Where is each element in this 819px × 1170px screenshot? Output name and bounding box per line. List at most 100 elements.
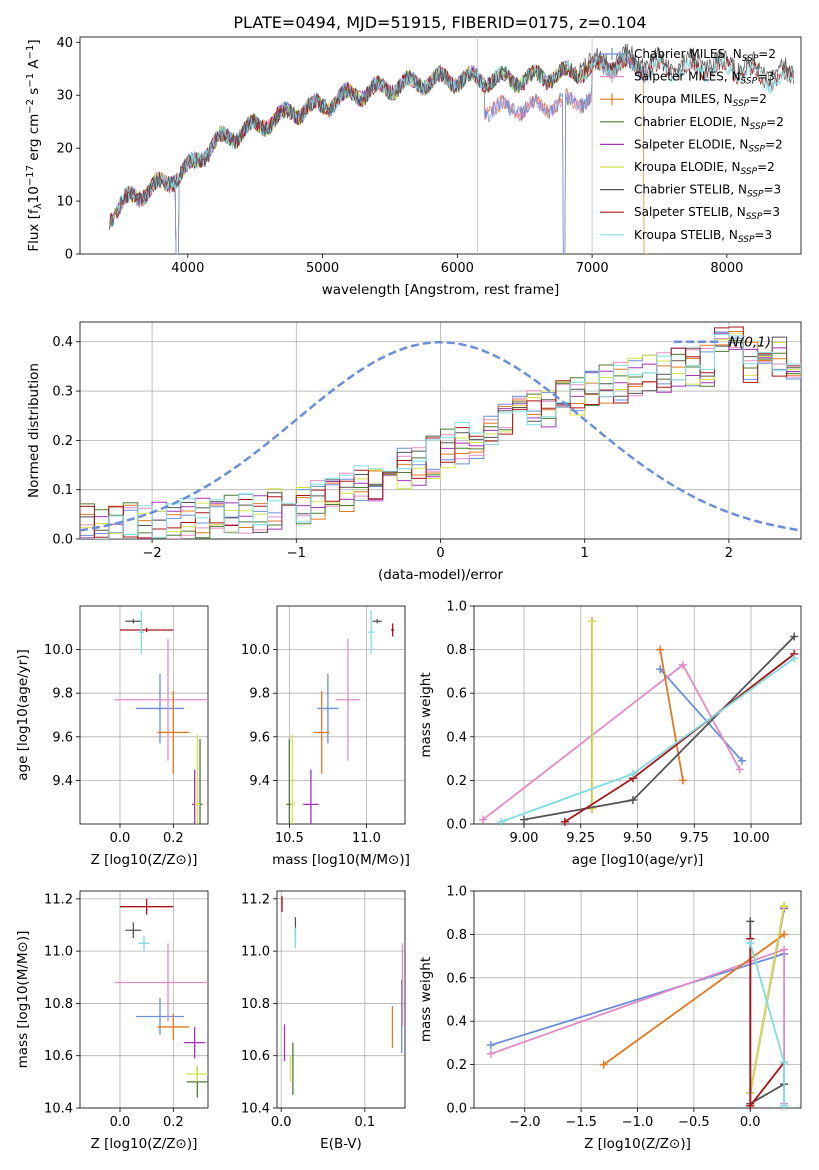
point-salpeter_miles xyxy=(335,638,361,761)
y-tick-label: 20 xyxy=(56,142,73,157)
point-kroupa_elodie xyxy=(194,734,200,824)
point-salpeter_miles xyxy=(114,943,208,1022)
y-tick-label: 9.8 xyxy=(249,687,270,702)
x-tick-label: 7000 xyxy=(576,261,609,276)
y-tick-label: 30 xyxy=(56,89,73,104)
x-axis-label: E(B-V) xyxy=(320,1136,362,1152)
weight-line-salpeter_stelib xyxy=(564,653,795,823)
y-axis-label-part: −1 xyxy=(25,73,36,88)
spectrum-line-chabrier_stelib xyxy=(109,43,795,230)
y-tick-label: 10.4 xyxy=(44,1102,73,1117)
point-chabrier_stelib xyxy=(125,922,142,939)
y-axis-label: age [log10(age/yr)] xyxy=(15,649,31,781)
legend-tail: =2 xyxy=(758,47,776,61)
y-tick-label: 0.1 xyxy=(52,483,73,498)
weight-line-chabrier_stelib xyxy=(523,635,795,821)
legend-label-chabrier_stelib: Chabrier STELIB, NSSP=3 xyxy=(634,183,781,200)
y-tick-label: 10.0 xyxy=(44,643,73,658)
legend-label-chabrier_elodie: Chabrier ELODIE, NSSP=2 xyxy=(634,115,784,132)
x-axis-label: age [log10(age/yr)] xyxy=(572,852,704,868)
weight-line-kroupa_stelib xyxy=(749,942,785,1106)
legend-tail: =2 xyxy=(766,115,784,129)
legend-tail: =3 xyxy=(754,228,772,242)
x-axis-label: Z [log10(Z/Z⊙)] xyxy=(91,1136,198,1152)
y-tick-label: 1.0 xyxy=(446,885,467,900)
legend-text: Chabrier ELODIE, N xyxy=(634,115,750,129)
legend-text: Chabrier STELIB, N xyxy=(634,183,747,197)
legend-label-salpeter_elodie: Salpeter ELODIE, NSSP=2 xyxy=(634,137,783,154)
y-axis-label-part: −1 xyxy=(25,45,36,60)
legend-tail: =3 xyxy=(762,205,780,219)
y-tick-label: 0.3 xyxy=(52,385,73,400)
x-tick-label: 2 xyxy=(725,546,733,561)
y-tick-label: 10.6 xyxy=(44,1049,73,1064)
normal-curve xyxy=(79,340,799,532)
y-axis-label: Normed distribution xyxy=(26,363,42,498)
weight-line-kroupa_stelib xyxy=(500,657,795,823)
legend-tail: =2 xyxy=(749,92,767,106)
legend-label-kroupa_miles: Kroupa MILES, NSSP=2 xyxy=(634,92,767,109)
point-kroupa_elodie xyxy=(290,734,294,824)
legend-subscript: SSP xyxy=(738,235,755,245)
y-tick-label: 0.6 xyxy=(446,971,467,986)
legend-tail: =2 xyxy=(765,137,783,151)
point-salpeter_elodie xyxy=(184,1026,206,1059)
spectrum-axes: 4000 5000 6000 7000 8000 0 10 20 30 40 xyxy=(56,36,802,276)
legend-subscript: SSP xyxy=(748,144,765,154)
y-axis-label-part: Flux [f xyxy=(26,208,42,252)
legend-subscript: SSP xyxy=(741,77,758,87)
point-salpeter_miles xyxy=(114,638,208,761)
axes-frame xyxy=(276,605,406,825)
x-axis-label: (data-model)/error xyxy=(378,567,504,583)
point-kroupa_elodie xyxy=(186,1066,208,1082)
point-kroupa_miles xyxy=(157,691,190,774)
legend-text: Kroupa STELIB, N xyxy=(634,228,738,242)
point-chabrier_miles xyxy=(317,673,339,744)
age_vs_Z-axes: 0.0 0.2 9.4 9.6 9.8 10.0 xyxy=(44,605,209,846)
y-tick-label: 0.4 xyxy=(446,730,467,745)
x-tick-label: −1 xyxy=(287,546,306,561)
x-tick-label: 6000 xyxy=(441,261,474,276)
y-tick-label: 0.2 xyxy=(446,774,467,789)
y-tick-label: 11.0 xyxy=(44,945,73,960)
weight_vs_Z-axes: −2.0 −1.5 −1.0 −0.5 0.0 0.0 0.2 0.4 0.6 0.8 1.0 xyxy=(446,885,802,1130)
x-axis-label: mass [log10(M/M⊙)] xyxy=(272,852,410,868)
y-tick-label: 10.8 xyxy=(241,997,270,1012)
y-tick-label: 9.4 xyxy=(52,774,73,789)
legend-label-salpeter_miles: Salpeter MILES, NSSP=3 xyxy=(634,70,775,87)
legend-label-kroupa_elodie: Kroupa ELODIE, NSSP=2 xyxy=(634,160,775,177)
axes-frame xyxy=(79,890,209,1109)
x-tick-label: 8000 xyxy=(710,261,743,276)
y-axis-label: mass [log10(M/M⊙)] xyxy=(15,931,31,1069)
legend-text: Kroupa ELODIE, N xyxy=(634,160,741,174)
axes-frame xyxy=(473,890,802,1109)
legend-tail: =2 xyxy=(757,160,775,174)
axes-frame xyxy=(79,36,802,255)
x-tick-label: 0.0 xyxy=(271,1115,292,1130)
residual-hist-kroupa_stelib xyxy=(80,333,801,539)
x-tick-label: 0.2 xyxy=(163,831,184,846)
y-tick-label: 0.2 xyxy=(52,434,73,449)
spectrum-legend: Chabrier MILES, NSSP=2 Salpeter MILES, NS… xyxy=(600,47,784,245)
x-tick-label: −1.0 xyxy=(622,1115,654,1130)
y-tick-label: 10.6 xyxy=(241,1049,270,1064)
y-tick-label: 0.4 xyxy=(446,1015,467,1030)
y-axis-label-part: ] xyxy=(26,39,42,44)
x-tick-label: 9.25 xyxy=(566,831,595,846)
residuals-axes: −2 −1 0 1 2 0.0 0.1 0.2 0.3 0.4 xyxy=(52,321,802,561)
spectrum-line-kroupa_stelib xyxy=(109,50,795,230)
y-tick-label: 10.8 xyxy=(44,997,73,1012)
figure-title: PLATE=0494, MJD=51915, FIBERID=0175, z=0… xyxy=(233,13,646,32)
axes-frame xyxy=(473,605,802,825)
y-tick-label: 10.4 xyxy=(241,1102,270,1117)
legend-text: Salpeter STELIB, N xyxy=(634,205,746,219)
x-tick-label: −0.5 xyxy=(678,1115,710,1130)
legend-label-chabrier_miles: Chabrier MILES, NSSP=2 xyxy=(634,47,776,64)
axes-frame xyxy=(79,321,802,540)
x-tick-label: 0.1 xyxy=(354,1115,375,1130)
y-axis-label-part: 10 xyxy=(26,186,42,203)
y-tick-label: 11.2 xyxy=(44,892,73,907)
spectrum-line-chabrier_miles xyxy=(117,51,649,254)
residual-hist-salpeter_stelib xyxy=(80,326,801,539)
